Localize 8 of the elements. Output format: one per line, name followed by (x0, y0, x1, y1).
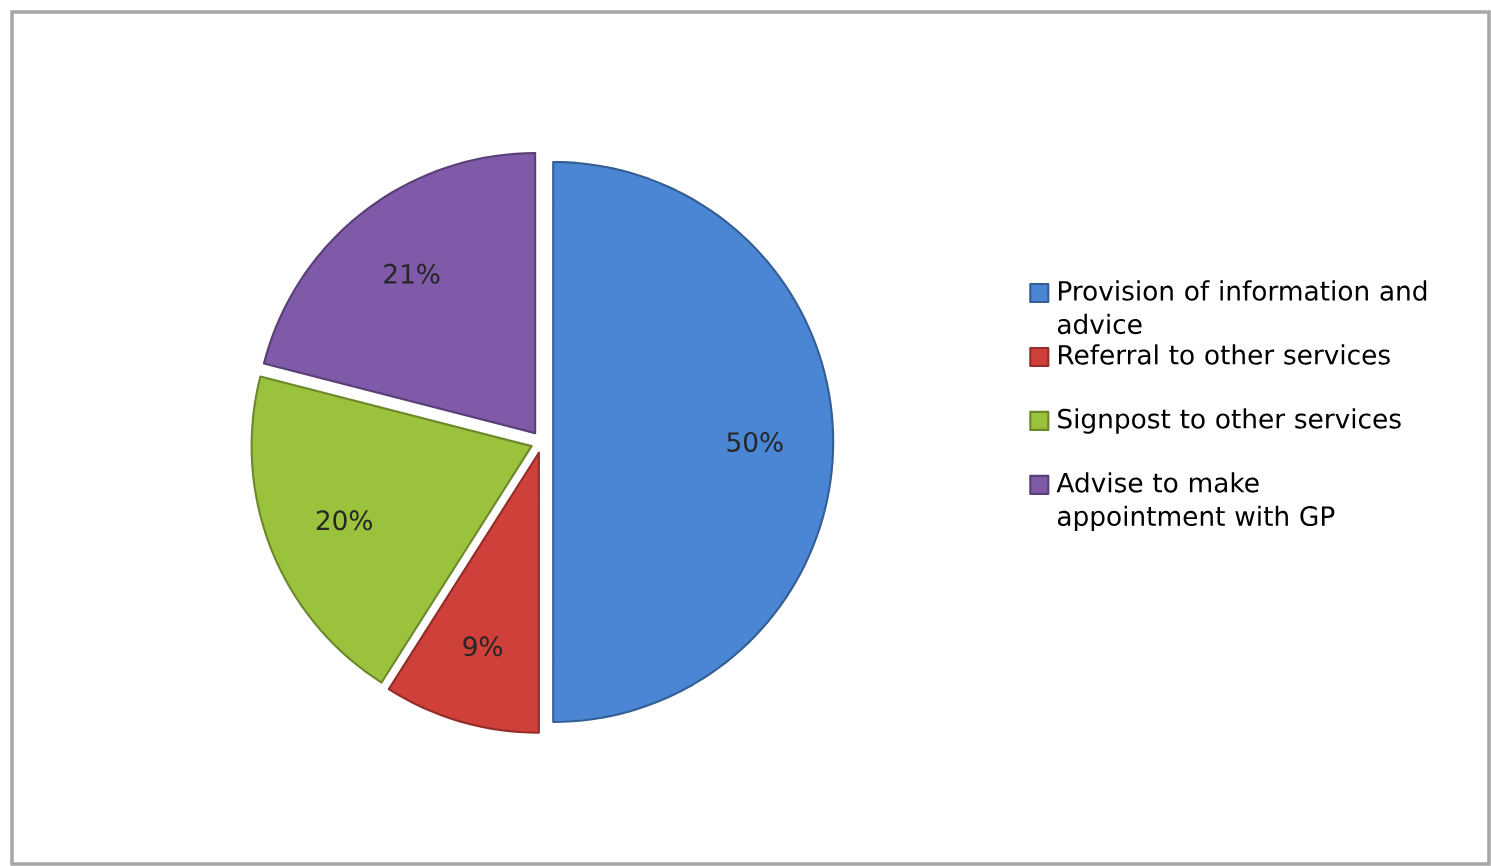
data-label: 21% (384, 263, 440, 284)
data-label: 9% (463, 636, 503, 657)
legend-label: Provision of information and advice (1057, 280, 1427, 335)
legend-label: Advise to make appointment with GP (1056, 472, 1335, 532)
data-label: 20% (316, 510, 372, 531)
data-label: 50% (727, 432, 783, 452)
legend-label: Signpost to other services (1058, 408, 1401, 434)
legend-label: Referral to other services (1058, 344, 1390, 365)
